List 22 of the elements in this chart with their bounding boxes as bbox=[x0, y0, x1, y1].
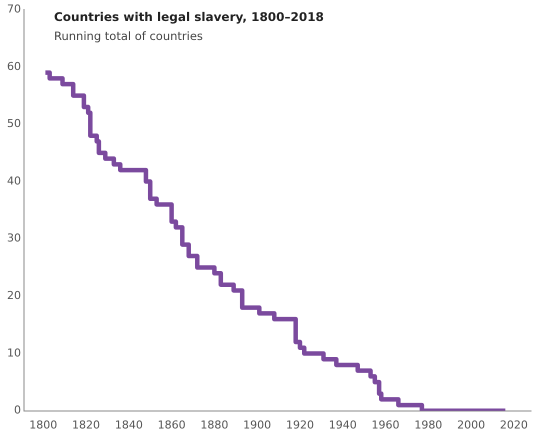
x-tick-label: 2000 bbox=[457, 418, 486, 432]
x-tick-label: 1940 bbox=[328, 418, 357, 432]
y-tick-label: 30 bbox=[6, 232, 21, 245]
y-tick-label: 10 bbox=[6, 346, 21, 360]
x-tick-label: 1960 bbox=[372, 418, 400, 432]
x-tick-label: 1800 bbox=[29, 418, 58, 432]
chart-title: Countries with legal slavery, 1800–2018 bbox=[54, 10, 324, 24]
text: Running total of countries bbox=[54, 29, 203, 43]
x-tick-label: 2020 bbox=[500, 418, 528, 432]
y-tick-label: 60 bbox=[6, 60, 21, 73]
x-tick-label: 1860 bbox=[158, 418, 186, 432]
y-tick-label: 20 bbox=[6, 289, 21, 302]
y-tick-label: 0 bbox=[14, 404, 21, 417]
y-tick-label: 50 bbox=[6, 117, 21, 130]
x-tick-label: 1920 bbox=[286, 418, 314, 432]
y-tick-label: 40 bbox=[6, 174, 21, 188]
y-tick-label: 70 bbox=[6, 2, 21, 16]
x-tick-label: 1840 bbox=[114, 418, 143, 432]
x-tick-label: 1980 bbox=[414, 418, 442, 432]
x-tick-label: 1820 bbox=[72, 418, 100, 432]
x-tick-label: 1880 bbox=[200, 418, 228, 432]
x-tick-label: 1900 bbox=[243, 418, 272, 432]
